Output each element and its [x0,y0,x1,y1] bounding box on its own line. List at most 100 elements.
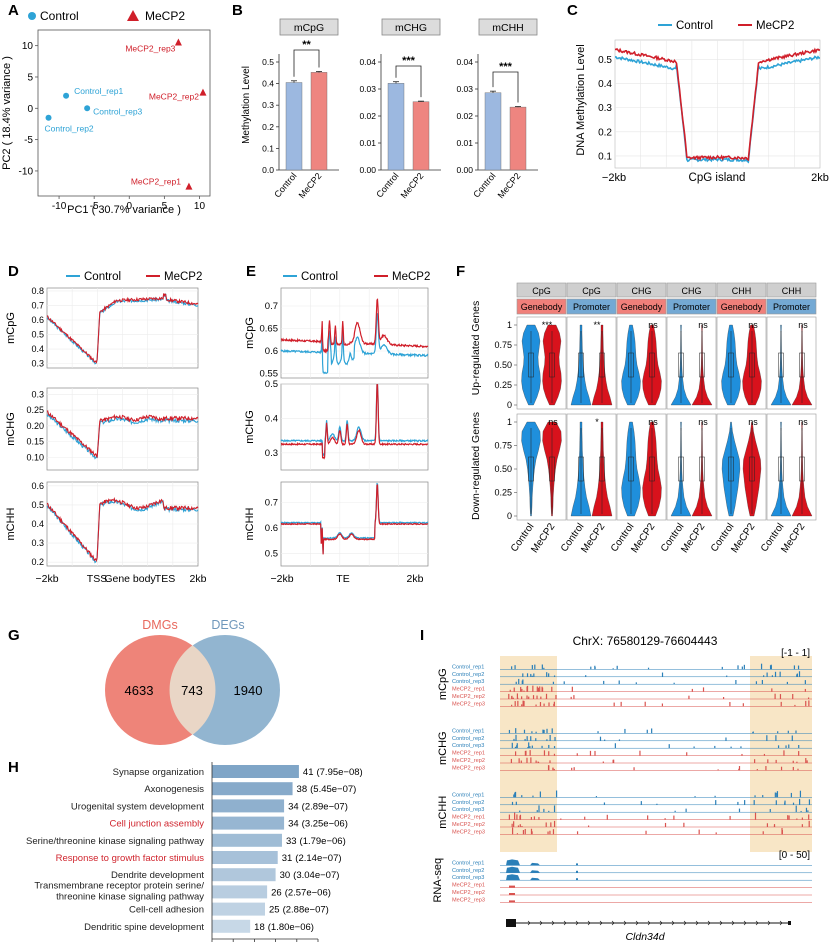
i-track-mark [590,666,592,670]
i-track-mark [549,760,551,763]
e-mecp2-line [280,484,429,555]
bar-x-tick-label: Control [374,171,400,200]
i-gene-strand-arrow [683,920,687,926]
d-mecp2-line [46,410,199,458]
pca-x-tick-label: 0 [126,201,132,212]
i-track-mark [532,685,534,692]
bar-y-tick-label: 0.1 [262,143,274,153]
i-track-mark [510,758,512,763]
i-track-mark [603,802,606,805]
i-track-mark [529,750,531,756]
i-track-mark [781,830,783,835]
h-bar-count: 41 [303,767,314,778]
i-track-mark [541,745,543,749]
c-y-tick-label: 0.4 [598,79,612,90]
i-track-mark [804,680,806,685]
i-track-mark [550,822,552,827]
i-track-mark [587,825,590,827]
i-track-mark [549,830,551,835]
i-track-mark [620,701,622,707]
i-track-mark [549,734,551,741]
venn-left-count: 4633 [125,683,154,698]
i-track-mark [796,818,798,820]
f-y-tick-label: 0.25 [494,488,512,498]
i-track-mark [646,729,648,734]
i-track-mark [805,758,807,763]
d-y-tick-label: 0.10 [26,452,44,462]
i-rnaseq-peak [576,870,578,873]
f-violin-box [799,456,805,482]
f-cell-frame [666,413,717,521]
f-region-header [616,298,667,315]
i-track-mark [521,825,523,827]
i-track-mark [774,671,777,677]
i-track-mark [786,681,788,685]
f-region-header [766,298,817,315]
f-context-label: CHG [632,286,652,296]
h-bar-count: 33 [286,836,297,847]
i-track-mark [517,825,520,827]
bar-y-tick-label: 0.3 [262,100,274,110]
h-bar-pvalue: (1.79e−06) [300,836,346,847]
legend-mecp2-label: MeCP2 [145,9,185,23]
d-row-label: mCpG [5,312,17,344]
f-context-label: CHH [732,286,752,296]
i-track-mark [533,673,535,677]
i-track-mark [521,680,523,685]
i-track-mark [721,666,723,670]
i-track-mark [530,828,533,835]
f-y-tick-label: 0.75 [494,340,512,350]
i-track-mark [597,731,599,734]
i-track-mark [511,742,513,749]
f-violin-box [599,352,605,378]
i-rnaseq-peak [509,885,515,888]
i-track-mark [539,791,541,798]
pca-point-label: MeCP2_rep3 [125,44,175,54]
i-track-mark [754,795,756,798]
i-track-mark [552,767,554,771]
i-track-mark [780,701,782,707]
c-y-tick-label: 0.2 [598,127,612,138]
pca-point-label: MeCP2_rep2 [149,92,199,102]
i-track-mark [715,832,717,835]
i-track-mark [783,750,785,756]
i-track-mark [508,693,510,699]
i-title: ChrX: 76580129-76604443 [573,634,718,648]
i-track-mark [529,746,531,749]
h-bar [212,919,251,933]
i-track-mark [542,729,544,734]
d-mecp2-line [46,293,199,364]
pca-point-mecp2 [174,38,182,46]
pca-x-tick-label: -5 [90,201,99,212]
bar-y-tick-label: 0.01 [456,138,473,148]
i-track-mark [606,814,608,820]
f-violin-box [528,456,534,482]
e-y-tick-label: 0.3 [265,448,278,459]
i-track-mark [722,697,725,699]
i-track-mark [513,738,515,741]
f-sig-label: ** [593,320,601,330]
panel-letter-i: I [420,627,424,644]
i-track-mark [683,822,685,827]
e-plot-frame [280,383,429,471]
e-y-tick-label: 0.6 [265,523,278,534]
f-region-header [516,298,567,315]
f-region-label: Genebody [621,302,663,312]
i-track-mark [545,822,547,827]
i-track-mark [808,814,810,820]
i-track-mark [515,681,517,685]
f-row-label-up: Up-regulated Genes [470,301,482,396]
i-track-mark [531,675,533,677]
i-track-mark [744,800,746,805]
i-gene-strand-arrow [707,920,711,926]
h-term-label: Urogenital system development [71,801,204,812]
bar-x-tick-label: Control [272,171,298,200]
i-sample-label: Control_rep3 [452,807,484,813]
e-y-tick-label: 0.5 [265,548,278,559]
e-mecp2-line [280,298,429,354]
i-track-mark [571,686,573,692]
i-sample-label: MeCP2_rep3 [452,765,485,771]
i-track-mark [546,728,548,734]
i-track-mark [538,805,540,813]
i-track-mark [603,680,605,685]
